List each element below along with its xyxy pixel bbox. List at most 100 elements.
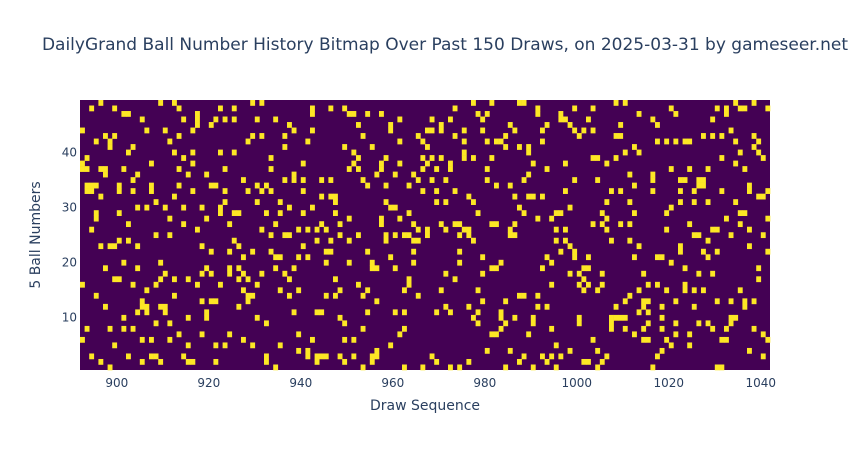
heatmap-cell <box>756 276 762 283</box>
heatmap-cell <box>360 133 366 139</box>
heatmap-cell <box>208 122 214 128</box>
heatmap-cell <box>176 105 182 112</box>
heatmap-cell <box>291 177 297 183</box>
heatmap-cell <box>641 270 647 277</box>
heatmap-cell <box>572 177 578 183</box>
heatmap-cell <box>144 127 150 134</box>
heatmap-cell <box>374 265 380 272</box>
heatmap-cell <box>273 364 279 371</box>
heatmap-cell <box>668 259 674 266</box>
heatmap-cell <box>314 358 320 365</box>
heatmap-cell <box>609 325 614 332</box>
heatmap-cell <box>153 353 159 360</box>
heatmap-cell <box>457 232 463 239</box>
heatmap-cell <box>452 133 458 139</box>
heatmap-cell <box>553 237 559 244</box>
heatmap-cell <box>480 116 486 123</box>
heatmap-cell <box>402 309 407 316</box>
heatmap-cell <box>222 188 228 194</box>
heatmap-cell <box>139 358 145 365</box>
heatmap-cell <box>351 160 357 167</box>
heatmap-cell <box>130 177 136 183</box>
heatmap-cell <box>714 105 720 112</box>
heatmap-cell <box>369 144 375 150</box>
heatmap-cell <box>356 232 361 239</box>
heatmap-cell <box>259 188 265 194</box>
heatmap-cell <box>517 100 522 106</box>
heatmap-cell <box>351 336 357 343</box>
heatmap-cell <box>130 188 136 194</box>
heatmap-cell <box>475 287 481 294</box>
x-axis-ticks: 900 920 940 960 980 1000 1020 1040 <box>105 376 776 390</box>
heatmap-cell <box>305 254 311 261</box>
heatmap-cell <box>374 347 380 354</box>
heatmap-cell <box>751 144 757 150</box>
heatmap-cell <box>733 160 739 167</box>
heatmap-cell <box>558 248 564 255</box>
heatmap-cell <box>655 353 660 360</box>
heatmap-cell <box>365 248 371 255</box>
heatmap-cell <box>337 314 343 321</box>
heatmap-cell <box>144 287 150 294</box>
heatmap-cell <box>296 287 302 294</box>
heatmap-cell <box>314 353 320 360</box>
heatmap-cell <box>300 177 306 183</box>
heatmap-cell <box>553 226 559 233</box>
heatmap-cell <box>98 243 104 250</box>
heatmap-cell <box>701 248 706 255</box>
heatmap-cell <box>172 292 177 299</box>
heatmap-cell <box>540 138 545 145</box>
heatmap-cell <box>521 353 527 360</box>
heatmap-cell <box>760 331 766 338</box>
heatmap-cell <box>116 188 122 194</box>
heatmap-cell <box>645 336 651 343</box>
heatmap-cell <box>93 292 99 299</box>
heatmap-cell <box>121 325 127 332</box>
heatmap-cell <box>760 155 766 161</box>
heatmap-cell <box>415 133 421 139</box>
heatmap-cell <box>710 116 716 123</box>
heatmap-cell <box>291 309 297 316</box>
heatmap-cell <box>181 221 187 228</box>
heatmap-cell <box>691 303 697 310</box>
heatmap-cell <box>425 226 430 233</box>
heatmap-cell <box>705 199 711 205</box>
heatmap-cell <box>471 199 476 205</box>
heatmap-cell <box>282 133 288 139</box>
heatmap-cell <box>765 215 771 222</box>
heatmap-cell <box>199 243 205 250</box>
heatmap-cell <box>126 149 131 156</box>
heatmap-cell <box>287 204 292 211</box>
x-tick-label: 1040 <box>746 376 777 390</box>
heatmap-cell <box>586 281 591 288</box>
heatmap-cell <box>103 166 108 172</box>
heatmap-cell <box>687 166 693 172</box>
heatmap-cell <box>627 237 633 244</box>
heatmap-cell <box>236 210 242 217</box>
heatmap-cell <box>135 309 141 316</box>
heatmap-cell <box>84 166 90 172</box>
heatmap-cell <box>402 364 407 371</box>
heatmap-cell <box>682 265 688 272</box>
heatmap-cell <box>227 221 233 228</box>
heatmap-cell <box>268 188 274 194</box>
x-tick-label: 980 <box>473 376 496 390</box>
heatmap-cell <box>494 221 499 228</box>
heatmap-cell <box>388 342 394 349</box>
heatmap-cell <box>696 320 702 327</box>
heatmap-cell <box>388 122 394 128</box>
heatmap-cell <box>714 364 720 371</box>
heatmap-cell <box>512 232 518 239</box>
heatmap-cell <box>461 155 467 161</box>
heatmap-cell <box>383 155 389 161</box>
heatmap-cell <box>268 248 274 255</box>
heatmap-cell <box>162 303 168 310</box>
heatmap-cell <box>517 292 522 299</box>
heatmap-cell <box>687 342 693 349</box>
heatmap-cell <box>457 364 463 371</box>
heatmap-cell <box>116 182 122 189</box>
heatmap-cell <box>760 353 766 360</box>
heatmap-cell <box>300 243 306 250</box>
heatmap-cell <box>112 105 118 112</box>
heatmap-cell <box>544 122 550 128</box>
